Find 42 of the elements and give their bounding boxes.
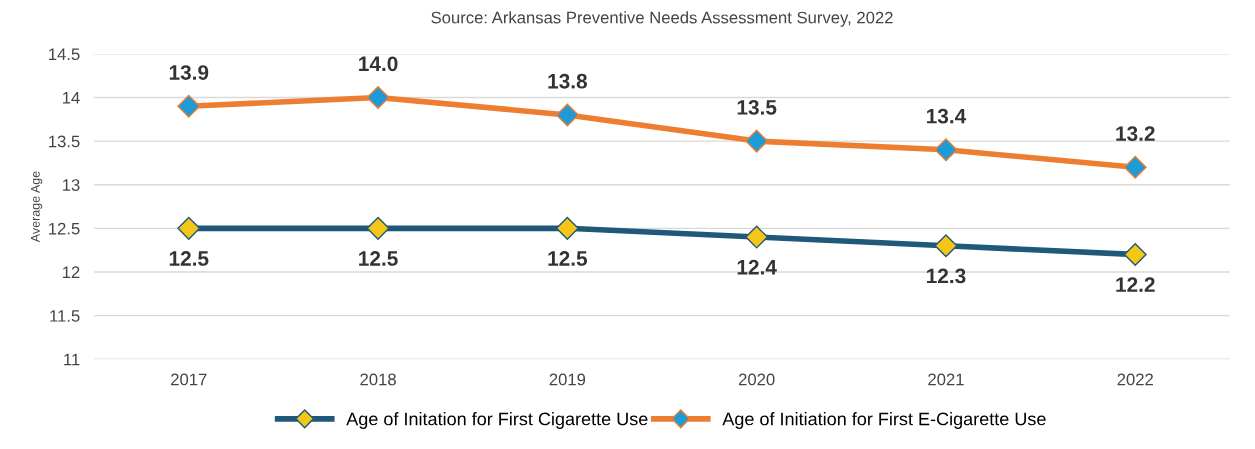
point [177,216,201,240]
data-label: 13.5 [737,100,777,115]
x-tick-label: 2017 [171,373,207,386]
point [366,216,390,240]
y-tick-label: 12 [62,266,80,278]
x-tick-label: 2020 [738,373,775,386]
data-label: 13.8 [548,73,587,89]
x-tick-label: 2019 [549,373,586,386]
point [555,103,579,127]
data-label: 12.4 [737,259,777,275]
point [177,94,201,118]
data-label: 12.5 [548,251,588,266]
data-label: 12.2 [1116,277,1155,292]
data-label: 12.5 [169,251,209,266]
point [745,129,769,153]
data-label: 14.0 [359,56,398,72]
point [934,234,958,258]
chart-title: Source: Arkansas Preventive Needs Assessment Survey, 2022 [431,11,893,27]
point [1123,155,1147,179]
point [745,225,769,249]
y-tick-label: 11.5 [50,310,80,322]
y-tick-label: 11 [64,353,80,366]
y-tick-label: 13.5 [49,135,80,148]
data-label: 12.5 [359,251,398,266]
point [934,138,958,162]
y-tick-label: 14 [62,92,80,104]
data-label: 12.3 [927,268,966,284]
y-tick-label: 14.5 [49,48,80,61]
point [366,85,390,109]
y-tick-label: 12.5 [49,222,80,235]
legend-label: Age of Initiation for First E-Cigarette Use [722,412,1046,429]
y-axis-title: Average Age [31,171,43,243]
data-label: 13.9 [169,65,209,80]
point [1123,243,1147,267]
point [555,216,579,240]
x-tick-label: 2022 [1117,373,1153,386]
x-tick-label: 2018 [360,373,396,386]
data-label: 13.4 [927,108,967,124]
data-label: 13.2 [1116,126,1155,141]
legend-label: Age of Initation for First Cigarette Use [346,412,648,429]
x-tick-label: 2021 [928,373,964,386]
y-tick-label: 13 [62,179,80,191]
